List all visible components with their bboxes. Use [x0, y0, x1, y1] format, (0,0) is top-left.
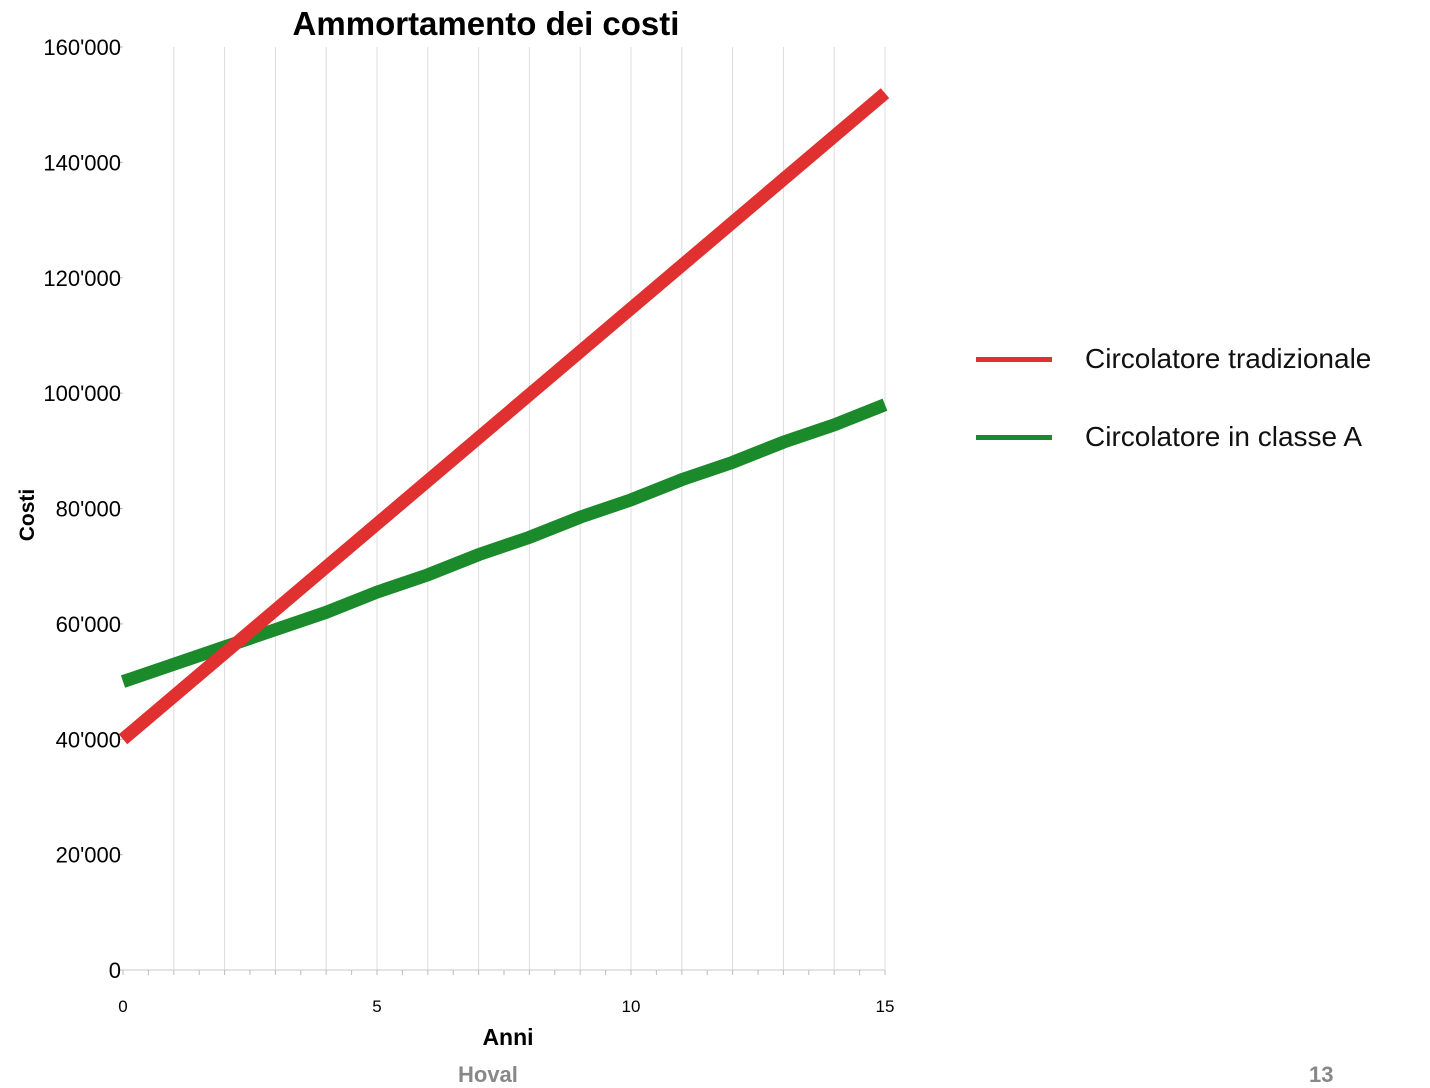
y-tick-label: 120'000 [43, 266, 121, 291]
legend-label-traditional: Circolatore tradizionale [1085, 343, 1372, 374]
y-tick-label: 140'000 [43, 150, 121, 175]
y-tick-label: 60'000 [56, 612, 121, 637]
axes [119, 46, 886, 975]
legend-item-class-a: Circolatore in classe A [976, 398, 1371, 476]
grid-lines [173, 47, 886, 970]
y-tick-label: 40'000 [56, 727, 121, 752]
x-axis-label: Anni [482, 1024, 533, 1050]
x-tick-label: 10 [622, 997, 641, 1016]
page-number: 13 [1309, 1062, 1334, 1087]
legend-label-class-a: Circolatore in classe A [1085, 421, 1363, 452]
y-tick-label: 0 [109, 958, 121, 983]
x-tick-label: 5 [372, 997, 381, 1016]
tick-labels: 0 20'000 40'000 60'000 80'000 100'000 120'000 1… [43, 35, 894, 1016]
y-tick-label: 20'000 [56, 843, 121, 868]
y-axis-label: Costi [16, 489, 39, 542]
legend: Circolatore tradizionale Circolatore in … [976, 320, 1371, 476]
legend-item-traditional: Circolatore tradizionale [976, 320, 1371, 398]
brand-name: Hoval [458, 1062, 518, 1087]
x-tick-label: 15 [876, 997, 895, 1016]
legend-swatch-traditional [976, 356, 1052, 362]
series-lines [118, 88, 890, 745]
legend-swatch-class-a [976, 434, 1052, 440]
y-tick-label: 160'000 [43, 35, 121, 60]
chart-title: Ammortamento dei costi [293, 5, 680, 42]
y-tick-label: 100'000 [43, 381, 121, 406]
x-tick-label: 0 [118, 997, 127, 1016]
series-line-traditional [118, 88, 890, 745]
y-tick-label: 80'000 [56, 497, 121, 522]
